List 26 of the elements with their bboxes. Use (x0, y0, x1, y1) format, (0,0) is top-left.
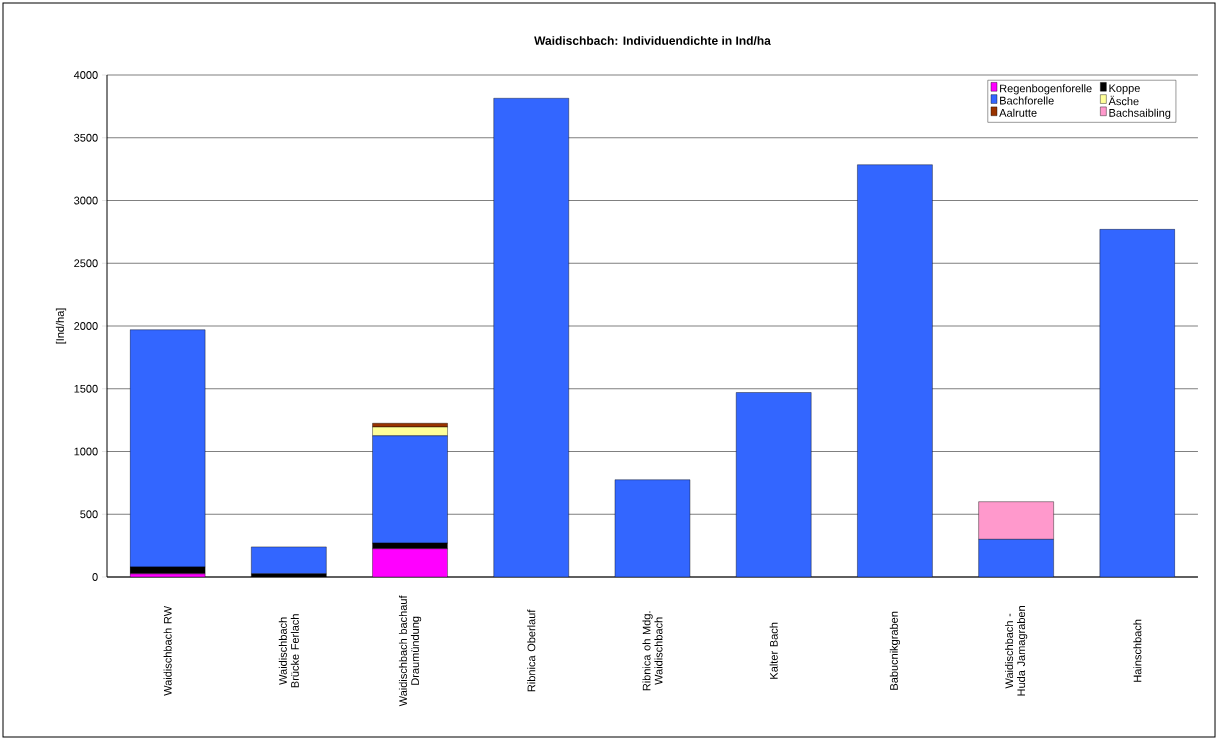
x-tick-label: Waidischbach - Huda Jamagraben (1005, 606, 1028, 696)
y-tick-label: 2000 (74, 322, 98, 330)
x-tick-label: Ribnica oh Mdg. Waidischbach (642, 611, 663, 691)
legend-label: Regenbogenforelle (1000, 84, 1092, 95)
x-tick-label: Babucnikgraben (889, 611, 901, 690)
y-tick-label: 3000 (74, 196, 98, 205)
x-tick-label: Waidischbach RW (163, 605, 172, 696)
legend-label: Bachforelle (1000, 96, 1054, 105)
y-tick-label: 1000 (74, 447, 98, 456)
x-tick-label: Hainschbach (1133, 619, 1142, 682)
y-tick-label: 3500 (74, 133, 98, 142)
y-tick-label: 0 (92, 573, 98, 581)
y-tick-label: 1500 (74, 384, 98, 393)
chart-title: Waidischbach: Individuendichte in Ind/ha (534, 36, 771, 46)
legend-label: Äsche (1108, 95, 1139, 106)
y-axis-title: [Ind/ha] (55, 308, 67, 344)
x-tick-label: Kalter Bach (769, 622, 778, 679)
legend-label: Koppe (1109, 84, 1140, 95)
x-tick-label: Waidischbach bachauf Draumündung (398, 595, 422, 707)
legend-label: Aalrutte (999, 108, 1037, 117)
legend-label: Bachsaibling (1109, 108, 1171, 119)
y-tick-label: 4000 (73, 71, 98, 79)
y-tick-label: 500 (80, 510, 98, 519)
x-tick-label: Waidischbach Brücke Ferlach (278, 614, 299, 688)
x-tick-label: Ribnica Oberlauf (527, 609, 536, 692)
y-tick-label: 2500 (74, 259, 98, 268)
